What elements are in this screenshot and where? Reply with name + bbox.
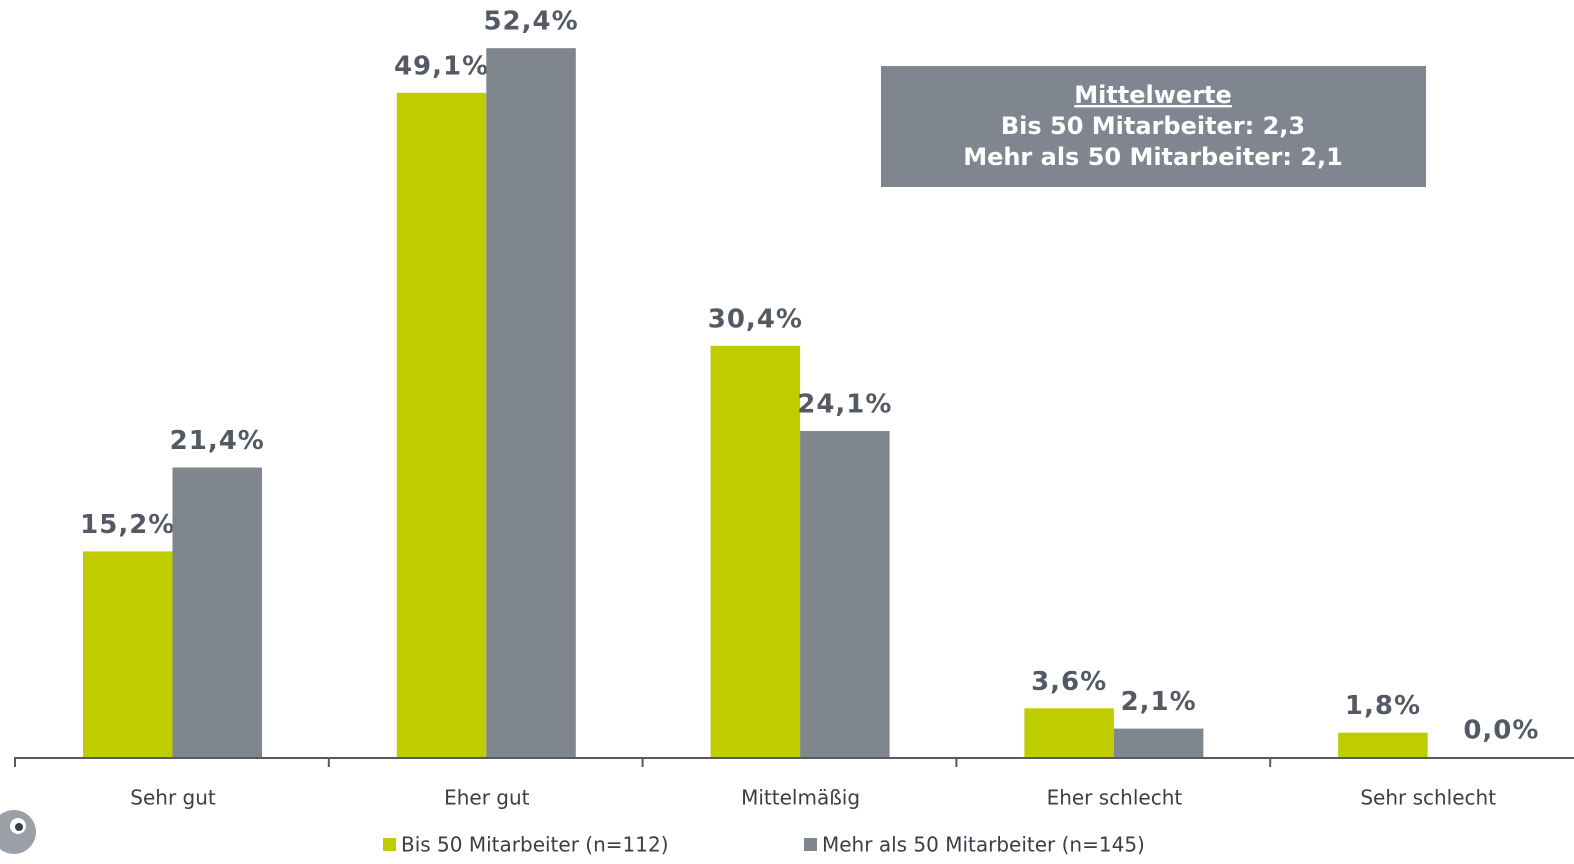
bar [1024, 708, 1114, 757]
value-label: 15,2% [80, 510, 175, 540]
bar [83, 551, 173, 757]
value-label: 24,1% [797, 389, 892, 419]
value-label: 52,4% [483, 7, 578, 37]
value-label: 1,8% [1345, 691, 1421, 721]
bar [1113, 728, 1204, 757]
bar [172, 467, 262, 757]
bar [486, 48, 576, 758]
x-tick-label: Mittelmäßig [741, 786, 860, 810]
x-tick-label: Eher gut [444, 786, 530, 810]
value-label: 0,0% [1463, 716, 1539, 746]
annotation-line: Mehr als 50 Mitarbeiter: 2,1 [963, 143, 1343, 171]
value-label: 30,4% [708, 304, 803, 334]
bar [800, 430, 890, 757]
annotation-line: Bis 50 Mitarbeiter: 2,3 [1001, 112, 1305, 140]
value-label: 21,4% [170, 426, 265, 456]
logo [0, 810, 36, 854]
x-tick-label: Sehr schlecht [1360, 786, 1496, 810]
legend-label: Mehr als 50 Mitarbeiter (n=145) [822, 833, 1145, 857]
annotation-title: Mittelwerte [1074, 81, 1232, 109]
x-tick-label: Sehr gut [130, 786, 216, 810]
legend-swatch [804, 838, 817, 851]
bar [1338, 732, 1428, 757]
legend-swatch [383, 838, 396, 851]
value-label: 49,1% [394, 51, 489, 81]
bar [396, 92, 487, 757]
x-tick-label: Eher schlecht [1047, 786, 1183, 810]
bar [710, 345, 801, 757]
value-label: 3,6% [1031, 667, 1107, 697]
annotation-box [881, 66, 1426, 187]
value-label: 2,1% [1121, 687, 1197, 717]
legend-label: Bis 50 Mitarbeiter (n=112) [401, 833, 669, 857]
